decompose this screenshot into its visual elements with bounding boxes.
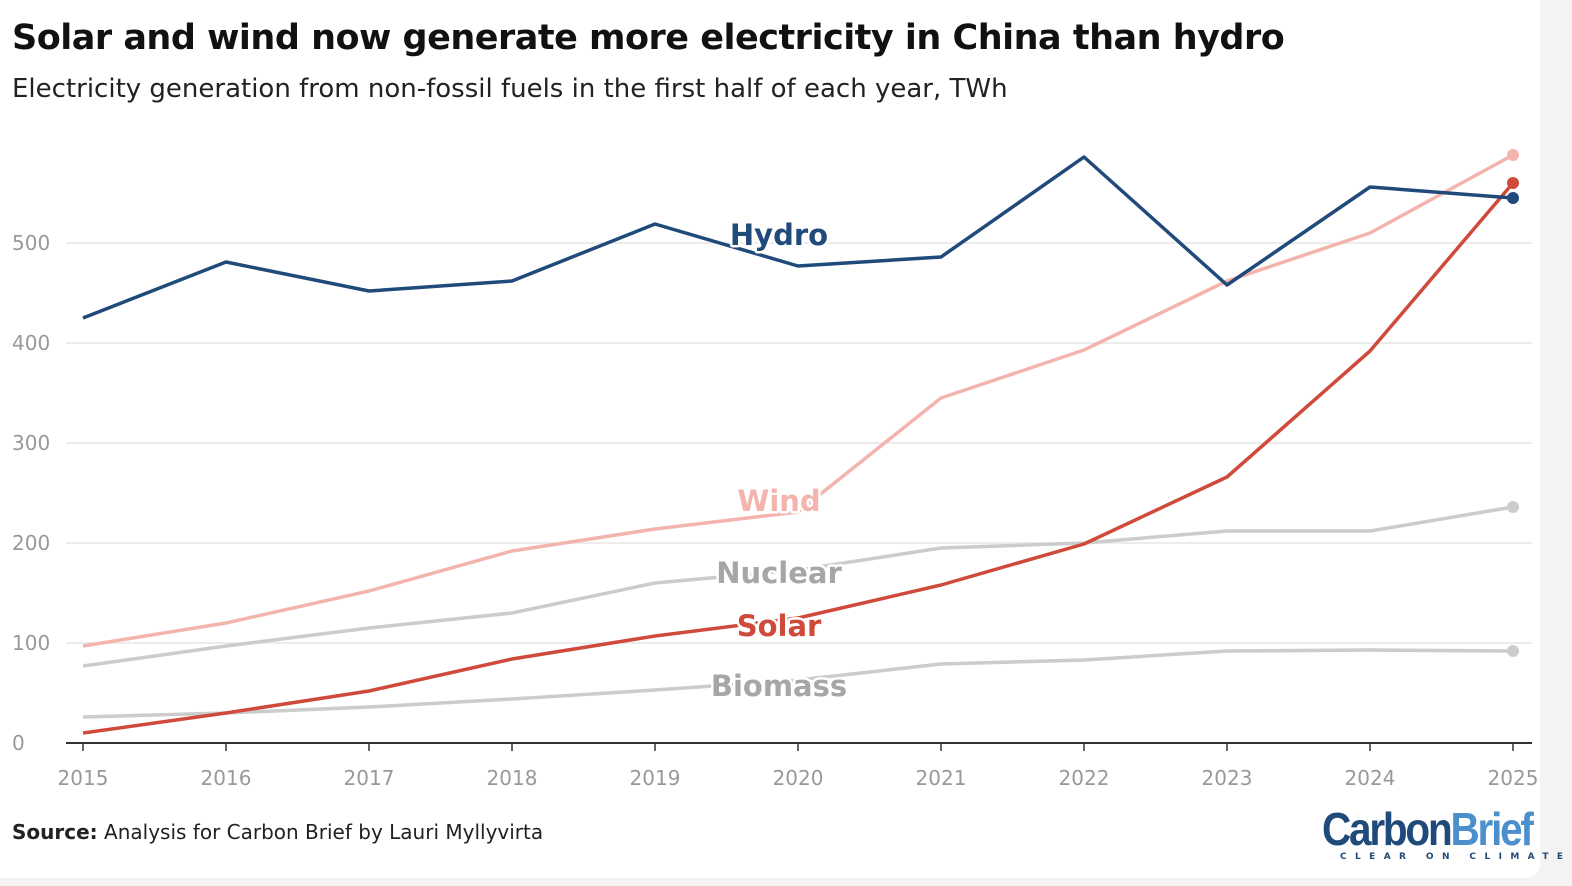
series-line-biomass (82, 648, 1514, 719)
series-label-hydro: Hydro (730, 218, 828, 252)
series-line-nuclear (82, 505, 1514, 668)
y-tick-label: 200 (12, 531, 50, 555)
x-tick-label: 2015 (58, 766, 109, 790)
y-tick-label: 0 (12, 731, 25, 755)
end-point-biomass (1507, 645, 1519, 657)
x-tick-label: 2023 (1202, 766, 1253, 790)
x-tick-label: 2017 (344, 766, 395, 790)
source-label: Source: (12, 820, 98, 844)
x-tick-label: 2016 (201, 766, 252, 790)
x-tick-label: 2025 (1488, 766, 1539, 790)
y-tick-label: 400 (12, 331, 50, 355)
series-line-hydro (82, 155, 1514, 320)
series-line-solar (82, 181, 1515, 735)
logo-part1: Carbon (1322, 803, 1453, 855)
series-label-wind: Wind (737, 484, 820, 518)
end-point-nuclear (1507, 501, 1519, 513)
x-tick-label: 2021 (916, 766, 967, 790)
chart-title: Solar and wind now generate more electri… (12, 18, 1285, 58)
series-label-biomass: Biomass (711, 669, 847, 703)
end-point-wind (1507, 149, 1519, 161)
x-tick-label: 2020 (773, 766, 824, 790)
logo-tagline: CLEAR ON CLIMATE (1340, 852, 1572, 862)
x-tick-label: 2024 (1345, 766, 1396, 790)
x-tick-label: 2022 (1059, 766, 1110, 790)
source-text: Analysis for Carbon Brief by Lauri Mylly… (104, 820, 544, 844)
source-note: Source: Analysis for Carbon Brief by Lau… (12, 820, 543, 844)
series-line-wind (82, 153, 1514, 648)
y-tick-label: 300 (12, 431, 50, 455)
x-tick-label: 2018 (487, 766, 538, 790)
carbon-brief-logo: CarbonBrief CLEAR ON CLIMATE (1322, 803, 1572, 862)
end-point-solar (1507, 177, 1519, 189)
series-label-nuclear: Nuclear (716, 556, 842, 590)
logo-part2: Brief (1450, 803, 1533, 855)
y-tick-label: 500 (12, 231, 50, 255)
series-label-solar: Solar (737, 609, 822, 643)
y-tick-label: 100 (12, 631, 50, 655)
end-point-hydro (1507, 192, 1519, 204)
x-tick-label: 2019 (630, 766, 681, 790)
chart-subtitle: Electricity generation from non-fossil f… (12, 74, 1008, 104)
